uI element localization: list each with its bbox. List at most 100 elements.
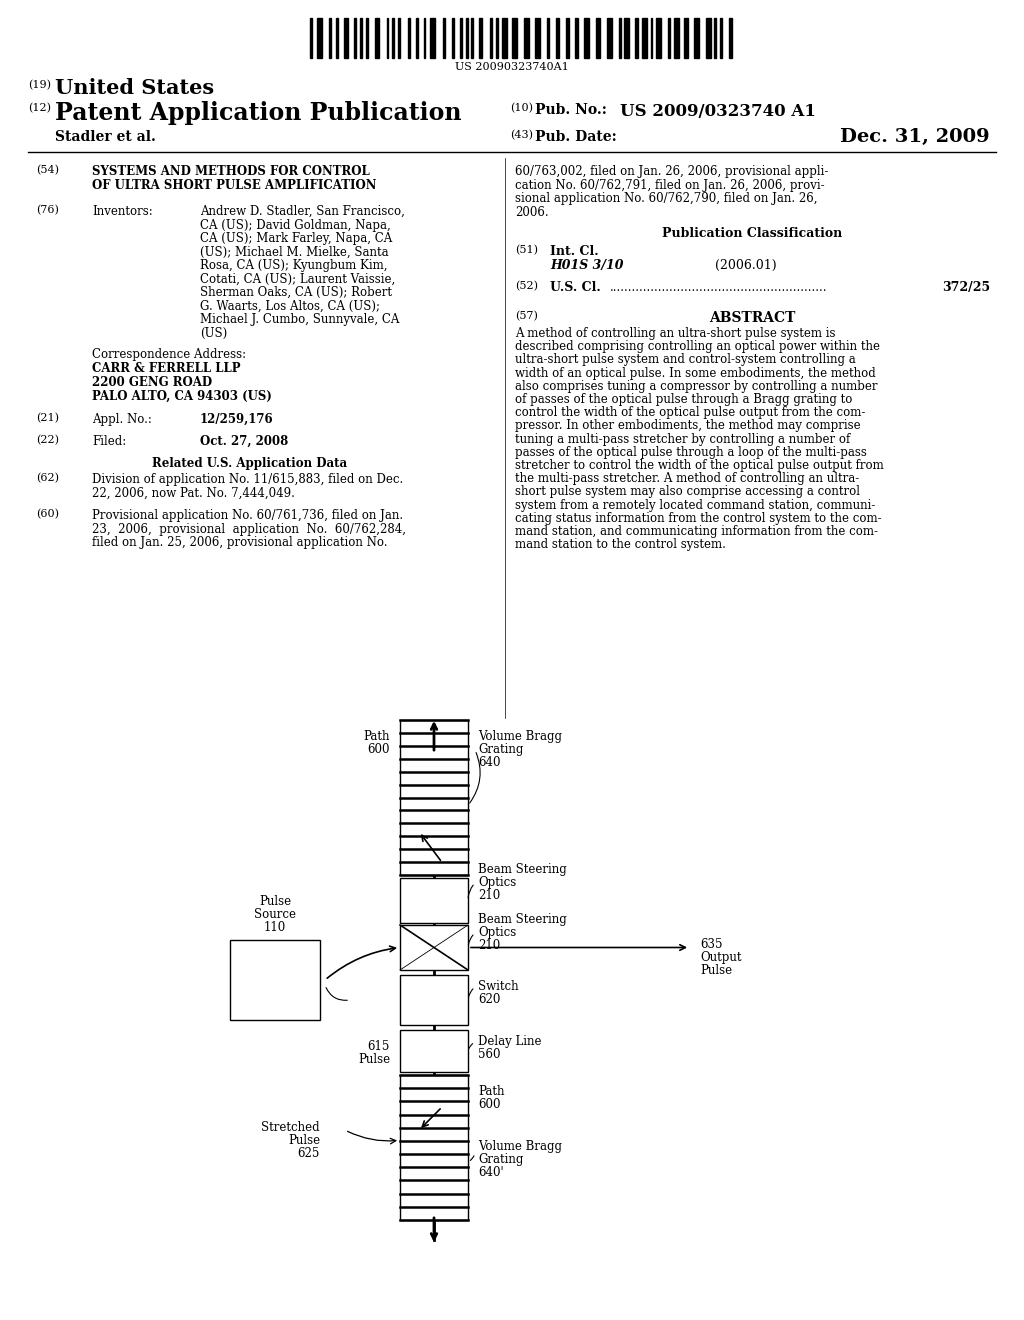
Text: 615: 615 (368, 1040, 390, 1053)
Bar (400, 1074, 468, 1220)
Bar (416, 18, 418, 58)
Text: mand station, and communicating information from the com-: mand station, and communicating informat… (515, 525, 878, 539)
Bar (359, 18, 361, 58)
Text: (52): (52) (515, 281, 538, 292)
Text: H01S 3/10: H01S 3/10 (550, 259, 624, 272)
Text: United States: United States (55, 78, 214, 98)
Text: 600: 600 (368, 743, 390, 756)
Text: width of an optical pulse. In some embodiments, the method: width of an optical pulse. In some embod… (515, 367, 876, 380)
Text: Output: Output (700, 950, 741, 964)
Text: U.S. Cl.: U.S. Cl. (550, 281, 601, 294)
Bar (330, 18, 331, 58)
Text: short pulse system may also comprise accessing a control: short pulse system may also comprise acc… (515, 486, 860, 499)
Text: cating status information from the control system to the com-: cating status information from the contr… (515, 512, 882, 525)
Text: PALO ALTO, CA 94303 (US): PALO ALTO, CA 94303 (US) (92, 389, 272, 403)
Text: Andrew D. Stadler, San Francisco,: Andrew D. Stadler, San Francisco, (200, 205, 404, 218)
Text: Volume Bragg: Volume Bragg (478, 730, 562, 743)
Bar (535, 18, 540, 58)
Bar (596, 18, 600, 58)
Text: (51): (51) (515, 246, 538, 255)
Bar (618, 18, 621, 58)
Text: stretcher to control the width of the optical pulse output from: stretcher to control the width of the op… (515, 459, 884, 473)
Text: cation No. 60/762,791, filed on Jan. 26, 2006, provi-: cation No. 60/762,791, filed on Jan. 26,… (515, 178, 824, 191)
Bar (344, 18, 347, 58)
Text: (22): (22) (36, 436, 59, 445)
Text: Path: Path (478, 1085, 505, 1098)
Text: Source: Source (254, 908, 296, 921)
Text: A method of controlling an ultra-short pulse system is: A method of controlling an ultra-short p… (515, 327, 836, 341)
Text: Pulse: Pulse (357, 1053, 390, 1067)
Bar (392, 18, 394, 58)
Bar (524, 18, 529, 58)
Text: Beam Steering: Beam Steering (478, 863, 566, 876)
Text: Optics: Optics (478, 876, 516, 888)
Text: Sherman Oaks, CA (US); Robert: Sherman Oaks, CA (US); Robert (200, 286, 392, 300)
Text: Grating: Grating (478, 1154, 523, 1167)
Bar (453, 18, 455, 58)
Text: Delay Line: Delay Line (478, 1035, 542, 1048)
Text: (60): (60) (36, 510, 59, 519)
Bar (400, 925, 468, 970)
Bar (408, 18, 410, 58)
Bar (443, 18, 444, 58)
Bar (366, 18, 368, 58)
Text: described comprising controlling an optical power within the: described comprising controlling an opti… (515, 341, 880, 354)
Bar (400, 1030, 468, 1072)
Bar (489, 18, 492, 58)
Text: (21): (21) (36, 413, 59, 424)
Bar (354, 18, 356, 58)
Bar (502, 18, 507, 58)
Text: 625: 625 (298, 1147, 319, 1160)
Bar (400, 719, 468, 875)
Text: Volume Bragg: Volume Bragg (478, 1140, 562, 1154)
Text: sional application No. 60/762,790, filed on Jan. 26,: sional application No. 60/762,790, filed… (515, 191, 817, 205)
Text: (76): (76) (36, 205, 58, 215)
Text: mand station to the control system.: mand station to the control system. (515, 539, 726, 552)
Text: 22, 2006, now Pat. No. 7,444,049.: 22, 2006, now Pat. No. 7,444,049. (92, 487, 295, 499)
Text: 210: 210 (478, 888, 501, 902)
Text: of passes of the optical pulse through a Bragg grating to: of passes of the optical pulse through a… (515, 393, 852, 407)
Bar (607, 18, 612, 58)
Text: Patent Application Publication: Patent Application Publication (55, 102, 462, 125)
Text: 60/763,002, filed on Jan. 26, 2006, provisional appli-: 60/763,002, filed on Jan. 26, 2006, prov… (515, 165, 828, 178)
Text: Dec. 31, 2009: Dec. 31, 2009 (841, 128, 990, 147)
Text: (US): (US) (200, 326, 227, 339)
Bar (656, 18, 662, 58)
Text: Related U.S. Application Data: Related U.S. Application Data (153, 457, 347, 470)
Text: Michael J. Cumbo, Sunnyvale, CA: Michael J. Cumbo, Sunnyvale, CA (200, 313, 399, 326)
Text: also comprises tuning a compressor by controlling a number: also comprises tuning a compressor by co… (515, 380, 878, 393)
Text: tuning a multi-pass stretcher by controlling a number of: tuning a multi-pass stretcher by control… (515, 433, 850, 446)
Text: CA (US); Mark Farley, Napa, CA: CA (US); Mark Farley, Napa, CA (200, 232, 392, 246)
Text: Stretched: Stretched (261, 1121, 319, 1134)
Text: (54): (54) (36, 165, 59, 176)
Bar (424, 18, 425, 58)
Bar (635, 18, 638, 58)
Text: (43): (43) (510, 129, 534, 140)
Text: Pulse: Pulse (259, 895, 291, 908)
Bar (556, 18, 559, 58)
Text: 23,  2006,  provisional  application  No.  60/762,284,: 23, 2006, provisional application No. 60… (92, 523, 406, 536)
Text: (2006.01): (2006.01) (715, 259, 776, 272)
Text: pressor. In other embodiments, the method may comprise: pressor. In other embodiments, the metho… (515, 420, 860, 433)
Text: 2200 GENG ROAD: 2200 GENG ROAD (92, 376, 212, 389)
Text: 635: 635 (700, 937, 723, 950)
Text: (10): (10) (510, 103, 534, 114)
Text: Grating: Grating (478, 743, 523, 756)
Text: 210: 210 (478, 939, 501, 952)
Text: CARR & FERRELL LLP: CARR & FERRELL LLP (92, 362, 241, 375)
Text: passes of the optical pulse through a loop of the multi-pass: passes of the optical pulse through a lo… (515, 446, 867, 459)
Text: 640: 640 (478, 756, 501, 770)
Text: 640': 640' (478, 1167, 504, 1179)
Bar (642, 18, 647, 58)
Text: Filed:: Filed: (92, 436, 126, 447)
Text: G. Waarts, Los Altos, CA (US);: G. Waarts, Los Altos, CA (US); (200, 300, 380, 313)
Text: (57): (57) (515, 312, 538, 321)
Bar (729, 18, 732, 58)
Text: 110: 110 (264, 921, 286, 935)
Bar (400, 975, 468, 1026)
Bar (398, 18, 400, 58)
Bar (336, 18, 338, 58)
Bar (585, 18, 589, 58)
Bar (674, 18, 679, 58)
Text: Appl. No.:: Appl. No.: (92, 413, 152, 426)
